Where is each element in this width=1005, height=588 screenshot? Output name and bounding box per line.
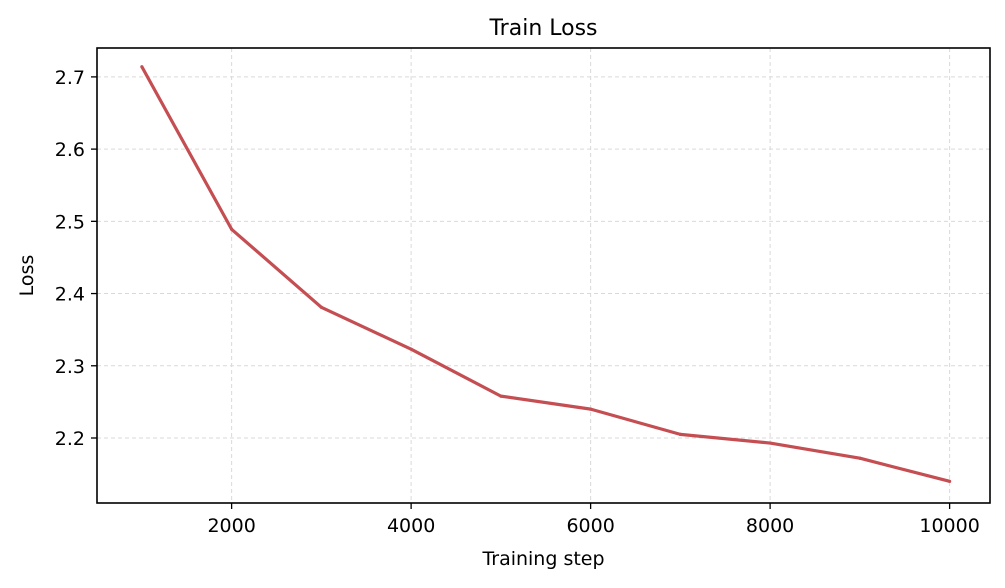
loss-data-point xyxy=(858,456,862,460)
grid-layer xyxy=(97,48,990,503)
chart-title: Train Loss xyxy=(488,16,597,41)
y-tick-label: 2.2 xyxy=(55,428,85,450)
loss-data-point xyxy=(140,65,144,69)
loss-data-point xyxy=(230,227,234,231)
x-tick-label: 2000 xyxy=(207,515,255,537)
loss-data-point xyxy=(768,441,772,445)
loss-data-point xyxy=(589,407,593,411)
loss-data-point xyxy=(948,479,952,483)
series-layer xyxy=(140,65,952,483)
x-tick-label: 8000 xyxy=(746,515,794,537)
y-tick-label: 2.7 xyxy=(55,67,85,89)
x-tick-label: 10000 xyxy=(919,515,979,537)
loss-data-point xyxy=(409,347,413,351)
tick-layer: 2000 4000 6000 8000 10000 2.2 2.3 2.4 2.5 2.6 2.7 xyxy=(55,67,980,537)
loss-data-point xyxy=(319,305,323,309)
loss-series-line xyxy=(140,66,951,483)
loss-data-point xyxy=(678,432,682,436)
y-tick-label: 2.5 xyxy=(55,211,85,233)
y-axis-title: Loss xyxy=(16,255,38,297)
plot-frame xyxy=(96,47,991,504)
loss-data-point xyxy=(499,394,503,398)
x-tick-label: 6000 xyxy=(566,515,614,537)
x-axis-title: Training step xyxy=(481,548,604,570)
y-tick-label: 2.4 xyxy=(55,284,85,306)
x-tick-label: 4000 xyxy=(387,515,435,537)
y-tick-label: 2.6 xyxy=(55,139,85,161)
y-tick-label: 2.3 xyxy=(55,356,85,378)
